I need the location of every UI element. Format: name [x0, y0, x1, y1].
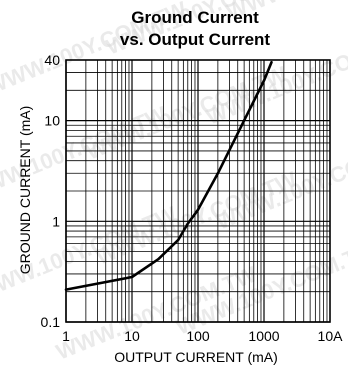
x-axis-label: OUTPUT CURRENT (mA)	[114, 349, 278, 365]
chart-title: Ground Current	[131, 8, 259, 27]
y-tick-label: 10	[44, 113, 60, 129]
y-axis-label: GROUND CURRENT (mA)	[17, 106, 33, 275]
y-tick-label: 1	[52, 213, 60, 229]
plot-frame	[65, 59, 331, 323]
x-tick-label: 100	[186, 328, 210, 344]
series-line	[64, 60, 273, 291]
watermark-text: WWW.100Y.COM.TW	[83, 61, 291, 164]
x-tick-label: 10	[124, 328, 140, 344]
chart-subtitle: vs. Output Current	[120, 30, 271, 49]
y-tick-label: 0.1	[41, 314, 61, 330]
x-tick-label: 1000	[248, 328, 279, 344]
x-tick-label: 10A	[318, 328, 344, 344]
y-tick-label: 40	[44, 52, 60, 68]
series-layer	[64, 60, 273, 291]
x-tick-label: 1	[62, 328, 70, 344]
watermark-text: WWW.100Y.COM.TW	[93, 166, 301, 269]
grid-layer	[65, 59, 330, 323]
